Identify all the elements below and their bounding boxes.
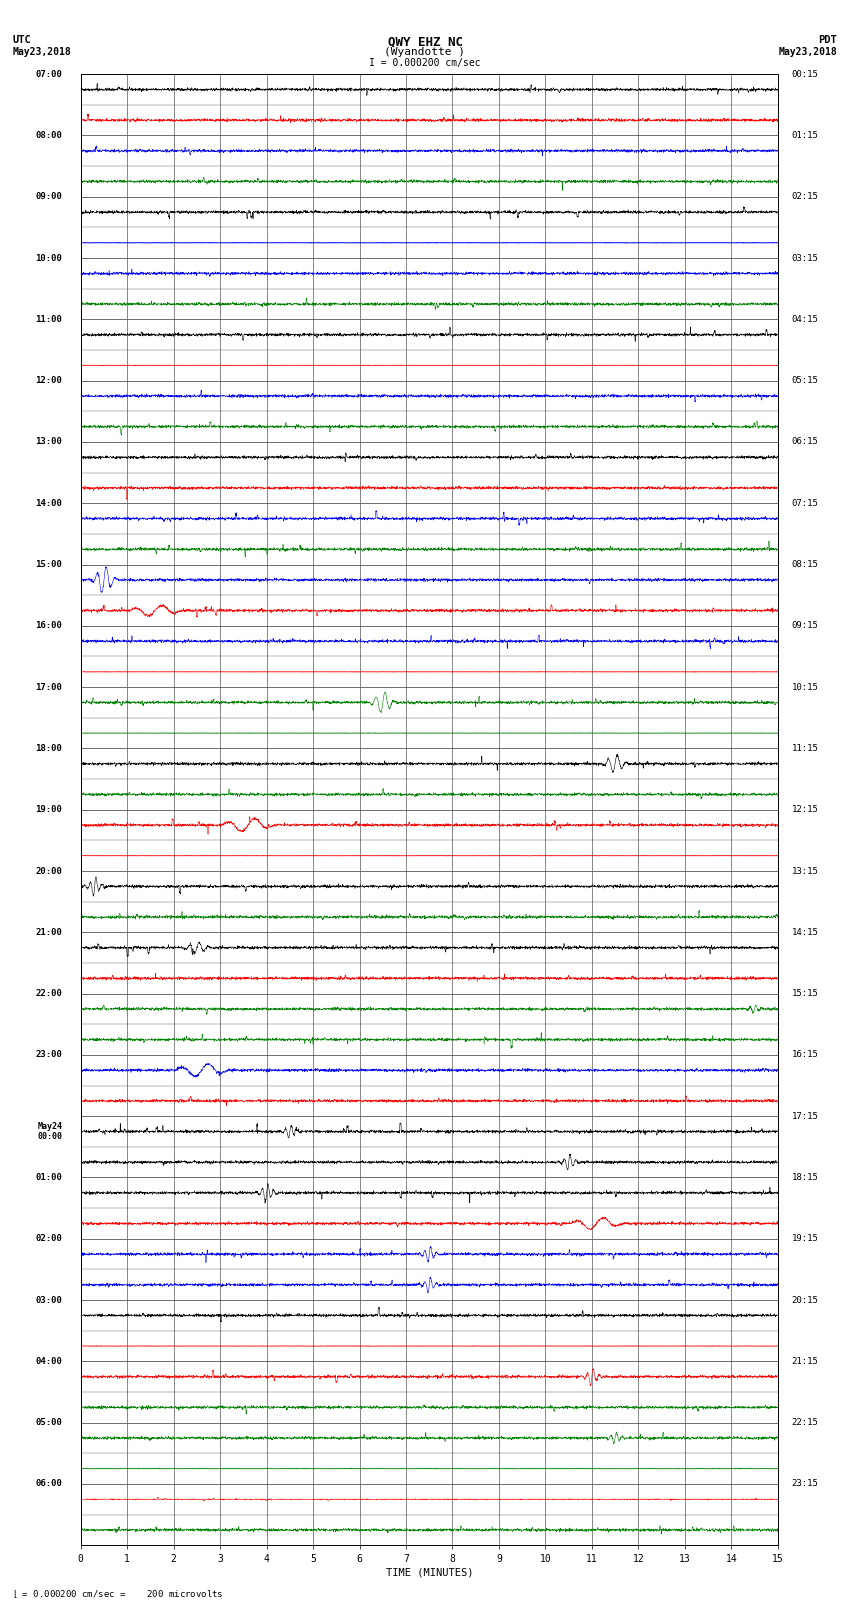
- Text: 04:00: 04:00: [36, 1357, 62, 1366]
- Text: 16:00: 16:00: [36, 621, 62, 631]
- Text: 19:15: 19:15: [791, 1234, 819, 1244]
- Text: 10:15: 10:15: [791, 682, 819, 692]
- Text: 20:15: 20:15: [791, 1295, 819, 1305]
- Text: 16:15: 16:15: [791, 1050, 819, 1060]
- Text: 07:15: 07:15: [791, 498, 819, 508]
- Text: 22:00: 22:00: [36, 989, 62, 998]
- X-axis label: TIME (MINUTES): TIME (MINUTES): [386, 1568, 473, 1578]
- Text: 02:00: 02:00: [36, 1234, 62, 1244]
- Text: 22:15: 22:15: [791, 1418, 819, 1428]
- Text: 15:15: 15:15: [791, 989, 819, 998]
- Text: (Wyandotte ): (Wyandotte ): [384, 47, 466, 56]
- Text: 12:15: 12:15: [791, 805, 819, 815]
- Text: 04:15: 04:15: [791, 315, 819, 324]
- Text: 09:15: 09:15: [791, 621, 819, 631]
- Text: 05:00: 05:00: [36, 1418, 62, 1428]
- Text: 14:00: 14:00: [36, 498, 62, 508]
- Text: I = 0.000200 cm/sec: I = 0.000200 cm/sec: [369, 58, 481, 68]
- Text: 06:15: 06:15: [791, 437, 819, 447]
- Text: 13:00: 13:00: [36, 437, 62, 447]
- Text: 14:15: 14:15: [791, 927, 819, 937]
- Text: 13:15: 13:15: [791, 866, 819, 876]
- Text: May24
00:00: May24 00:00: [37, 1121, 62, 1142]
- Text: $\lfloor$ = 0.000200 cm/sec =    200 microvolts: $\lfloor$ = 0.000200 cm/sec = 200 microv…: [13, 1587, 224, 1600]
- Text: 03:00: 03:00: [36, 1295, 62, 1305]
- Text: 21:15: 21:15: [791, 1357, 819, 1366]
- Text: 08:15: 08:15: [791, 560, 819, 569]
- Text: 17:00: 17:00: [36, 682, 62, 692]
- Text: 05:15: 05:15: [791, 376, 819, 386]
- Text: 07:00: 07:00: [36, 69, 62, 79]
- Text: 01:15: 01:15: [791, 131, 819, 140]
- Text: 21:00: 21:00: [36, 927, 62, 937]
- Text: 20:00: 20:00: [36, 866, 62, 876]
- Text: 09:00: 09:00: [36, 192, 62, 202]
- Text: 23:00: 23:00: [36, 1050, 62, 1060]
- Text: 11:15: 11:15: [791, 744, 819, 753]
- Text: 00:15: 00:15: [791, 69, 819, 79]
- Text: PDT: PDT: [819, 35, 837, 45]
- Text: 02:15: 02:15: [791, 192, 819, 202]
- Text: 15:00: 15:00: [36, 560, 62, 569]
- Text: 19:00: 19:00: [36, 805, 62, 815]
- Text: 01:00: 01:00: [36, 1173, 62, 1182]
- Text: May23,2018: May23,2018: [13, 47, 71, 56]
- Text: 12:00: 12:00: [36, 376, 62, 386]
- Text: 03:15: 03:15: [791, 253, 819, 263]
- Text: 10:00: 10:00: [36, 253, 62, 263]
- Text: 23:15: 23:15: [791, 1479, 819, 1489]
- Text: 08:00: 08:00: [36, 131, 62, 140]
- Text: 11:00: 11:00: [36, 315, 62, 324]
- Text: 17:15: 17:15: [791, 1111, 819, 1121]
- Text: May23,2018: May23,2018: [779, 47, 837, 56]
- Text: 06:00: 06:00: [36, 1479, 62, 1489]
- Text: 18:00: 18:00: [36, 744, 62, 753]
- Text: 18:15: 18:15: [791, 1173, 819, 1182]
- Text: UTC: UTC: [13, 35, 31, 45]
- Text: QWY EHZ NC: QWY EHZ NC: [388, 35, 462, 48]
